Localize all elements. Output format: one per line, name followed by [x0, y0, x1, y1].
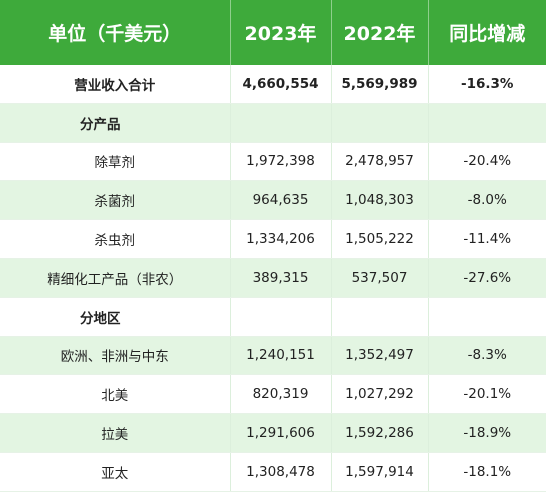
value-change: -18.1%: [428, 452, 546, 492]
row-label: 杀虫剂: [0, 219, 231, 259]
value-2022: [331, 103, 429, 143]
table-row-section-region: 分地区: [0, 297, 546, 337]
table-row: 精细化工产品（非农） 389,315 537,507 -27.6%: [0, 258, 546, 298]
value-2023: 1,308,478: [230, 452, 332, 492]
value-change: -20.4%: [428, 142, 546, 182]
value-change: -18.9%: [428, 413, 546, 453]
value-2022: 1,592,286: [331, 413, 429, 453]
table-row: 拉美 1,291,606 1,592,286 -18.9%: [0, 413, 546, 453]
table-body: 营业收入合计 4,660,554 5,569,989 -16.3% 分产品 除草…: [0, 65, 546, 492]
value-2023: 1,972,398: [230, 142, 332, 182]
value-2023: 1,334,206: [230, 219, 332, 259]
value-change: -20.1%: [428, 374, 546, 415]
value-2022: 537,507: [331, 258, 429, 298]
table-row: 欧洲、非洲与中东 1,240,151 1,352,497 -8.3%: [0, 336, 546, 376]
header-2023: 2023年: [230, 0, 332, 65]
header-2022: 2022年: [331, 0, 429, 65]
table-row: 除草剂 1,972,398 2,478,957 -20.4%: [0, 142, 546, 182]
row-label: 亚太: [0, 452, 231, 492]
value-2022: 1,597,914: [331, 452, 429, 492]
row-label: 杀菌剂: [0, 180, 231, 221]
section-label: 分产品: [0, 103, 231, 143]
value-2023: 1,240,151: [230, 336, 332, 376]
value-2023: 964,635: [230, 180, 332, 221]
value-2022: [331, 297, 429, 337]
row-label: 营业收入合计: [0, 65, 231, 104]
header-row: 单位（千美元） 2023年 2022年 同比增减: [0, 0, 546, 65]
value-2022: 5,569,989: [331, 65, 429, 104]
header-change: 同比增减: [428, 0, 546, 65]
value-2022: 1,048,303: [331, 180, 429, 221]
value-2023: [230, 297, 332, 337]
value-2023: 820,319: [230, 374, 332, 415]
value-2022: 1,027,292: [331, 374, 429, 415]
value-change: -11.4%: [428, 219, 546, 259]
table-row-section-product: 分产品: [0, 103, 546, 143]
row-label: 欧洲、非洲与中东: [0, 336, 231, 376]
table-row: 杀虫剂 1,334,206 1,505,222 -11.4%: [0, 219, 546, 259]
value-2023: 4,660,554: [230, 65, 332, 104]
value-2022: 1,505,222: [331, 219, 429, 259]
value-change: -8.0%: [428, 180, 546, 221]
value-change: [428, 297, 546, 337]
value-2022: 2,478,957: [331, 142, 429, 182]
value-change: [428, 103, 546, 143]
value-2022: 1,352,497: [331, 336, 429, 376]
table-row: 亚太 1,308,478 1,597,914 -18.1%: [0, 452, 546, 492]
value-change: -16.3%: [428, 65, 546, 104]
table-header: 单位（千美元） 2023年 2022年 同比增减: [0, 0, 546, 65]
value-change: -27.6%: [428, 258, 546, 298]
table-row-total: 营业收入合计 4,660,554 5,569,989 -16.3%: [0, 65, 546, 104]
value-2023: 1,291,606: [230, 413, 332, 453]
value-change: -8.3%: [428, 336, 546, 376]
row-label: 拉美: [0, 413, 231, 453]
table-row: 北美 820,319 1,027,292 -20.1%: [0, 374, 546, 415]
row-label: 除草剂: [0, 142, 231, 182]
table-row: 杀菌剂 964,635 1,048,303 -8.0%: [0, 180, 546, 221]
row-label: 精细化工产品（非农）: [0, 258, 231, 298]
section-label: 分地区: [0, 297, 231, 337]
value-2023: 389,315: [230, 258, 332, 298]
header-unit: 单位（千美元）: [0, 0, 231, 65]
row-label: 北美: [0, 374, 231, 415]
value-2023: [230, 103, 332, 143]
